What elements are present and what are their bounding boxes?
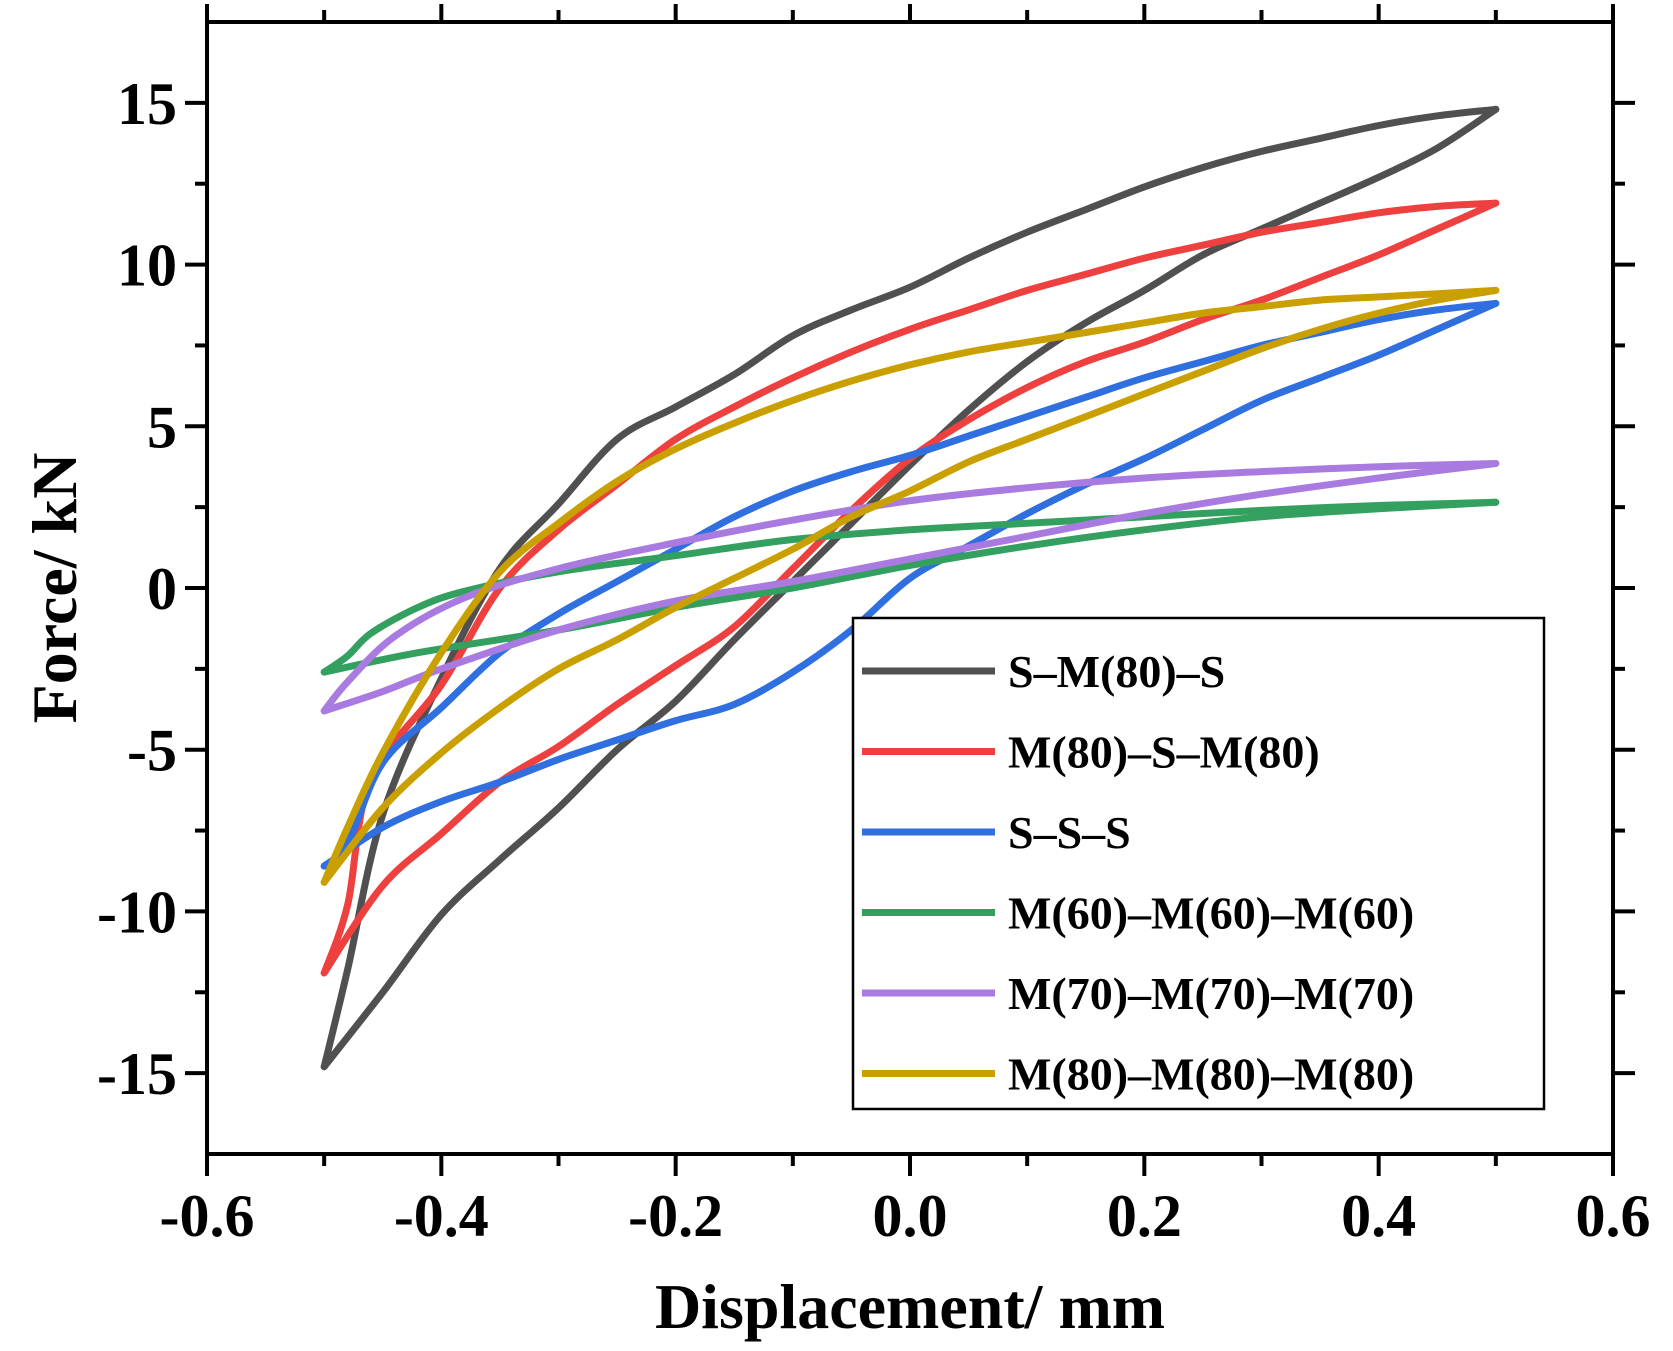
x-axis-title: Displacement/ mm	[655, 1271, 1165, 1342]
legend-label: M(80)–M(80)–M(80)	[1008, 1049, 1414, 1100]
series-loop-5	[320, 460, 1500, 715]
x-tick-label: -0.2	[628, 1183, 723, 1249]
series-lower-branch	[320, 286, 1500, 886]
legend: S–M(80)–S M(80)–S–M(80) S–S–S M(60)–M(60)–M…	[851, 616, 1546, 1111]
y-axis-title: Force/ kN	[19, 453, 90, 724]
series-lower-branch	[320, 105, 1500, 1071]
y-tick-label: -5	[127, 718, 177, 784]
x-tick-label: 0.0	[873, 1183, 948, 1249]
series-lower-branch	[320, 498, 1500, 676]
series-loop-6	[320, 286, 1500, 886]
x-tick-label: 0.4	[1341, 1183, 1416, 1249]
y-tick-label: 10	[117, 233, 177, 299]
legend-label: M(70)–M(70)–M(70)	[1008, 968, 1414, 1019]
series-upper-branch	[320, 286, 1500, 886]
x-tick-labels: -0.6 -0.4 -0.2 0.0 0.2 0.4 0.6	[160, 1183, 1651, 1249]
series-upper-branch	[320, 498, 1500, 676]
series-lower-branch	[320, 299, 1500, 870]
legend-label: S–M(80)–S	[1008, 646, 1225, 697]
y-tick-labels: 15 10 5 0 -5 -10 -15	[97, 71, 177, 1107]
y-tick-label: -10	[97, 879, 177, 945]
series-lower-branch	[320, 460, 1500, 715]
x-tick-label: 0.6	[1576, 1183, 1651, 1249]
legend-label: M(80)–S–M(80)	[1008, 727, 1320, 778]
x-tick-label: -0.6	[160, 1183, 255, 1249]
y-tick-label: 15	[117, 71, 177, 137]
legend-label: M(60)–M(60)–M(60)	[1008, 888, 1414, 939]
legend-label: S–S–S	[1008, 807, 1131, 858]
series-upper-branch	[320, 460, 1500, 715]
y-tick-label: 5	[147, 394, 177, 460]
x-tick-label: -0.4	[394, 1183, 489, 1249]
series-upper-branch	[320, 199, 1500, 977]
x-tick-label: 0.2	[1107, 1183, 1182, 1249]
plot-curves	[320, 105, 1500, 1071]
y-tick-label: 0	[147, 556, 177, 622]
axis-ticks	[185, 4, 1635, 1176]
legend-box	[851, 616, 1546, 1111]
series-loop-4	[320, 498, 1500, 676]
y-tick-label: -15	[97, 1041, 177, 1107]
